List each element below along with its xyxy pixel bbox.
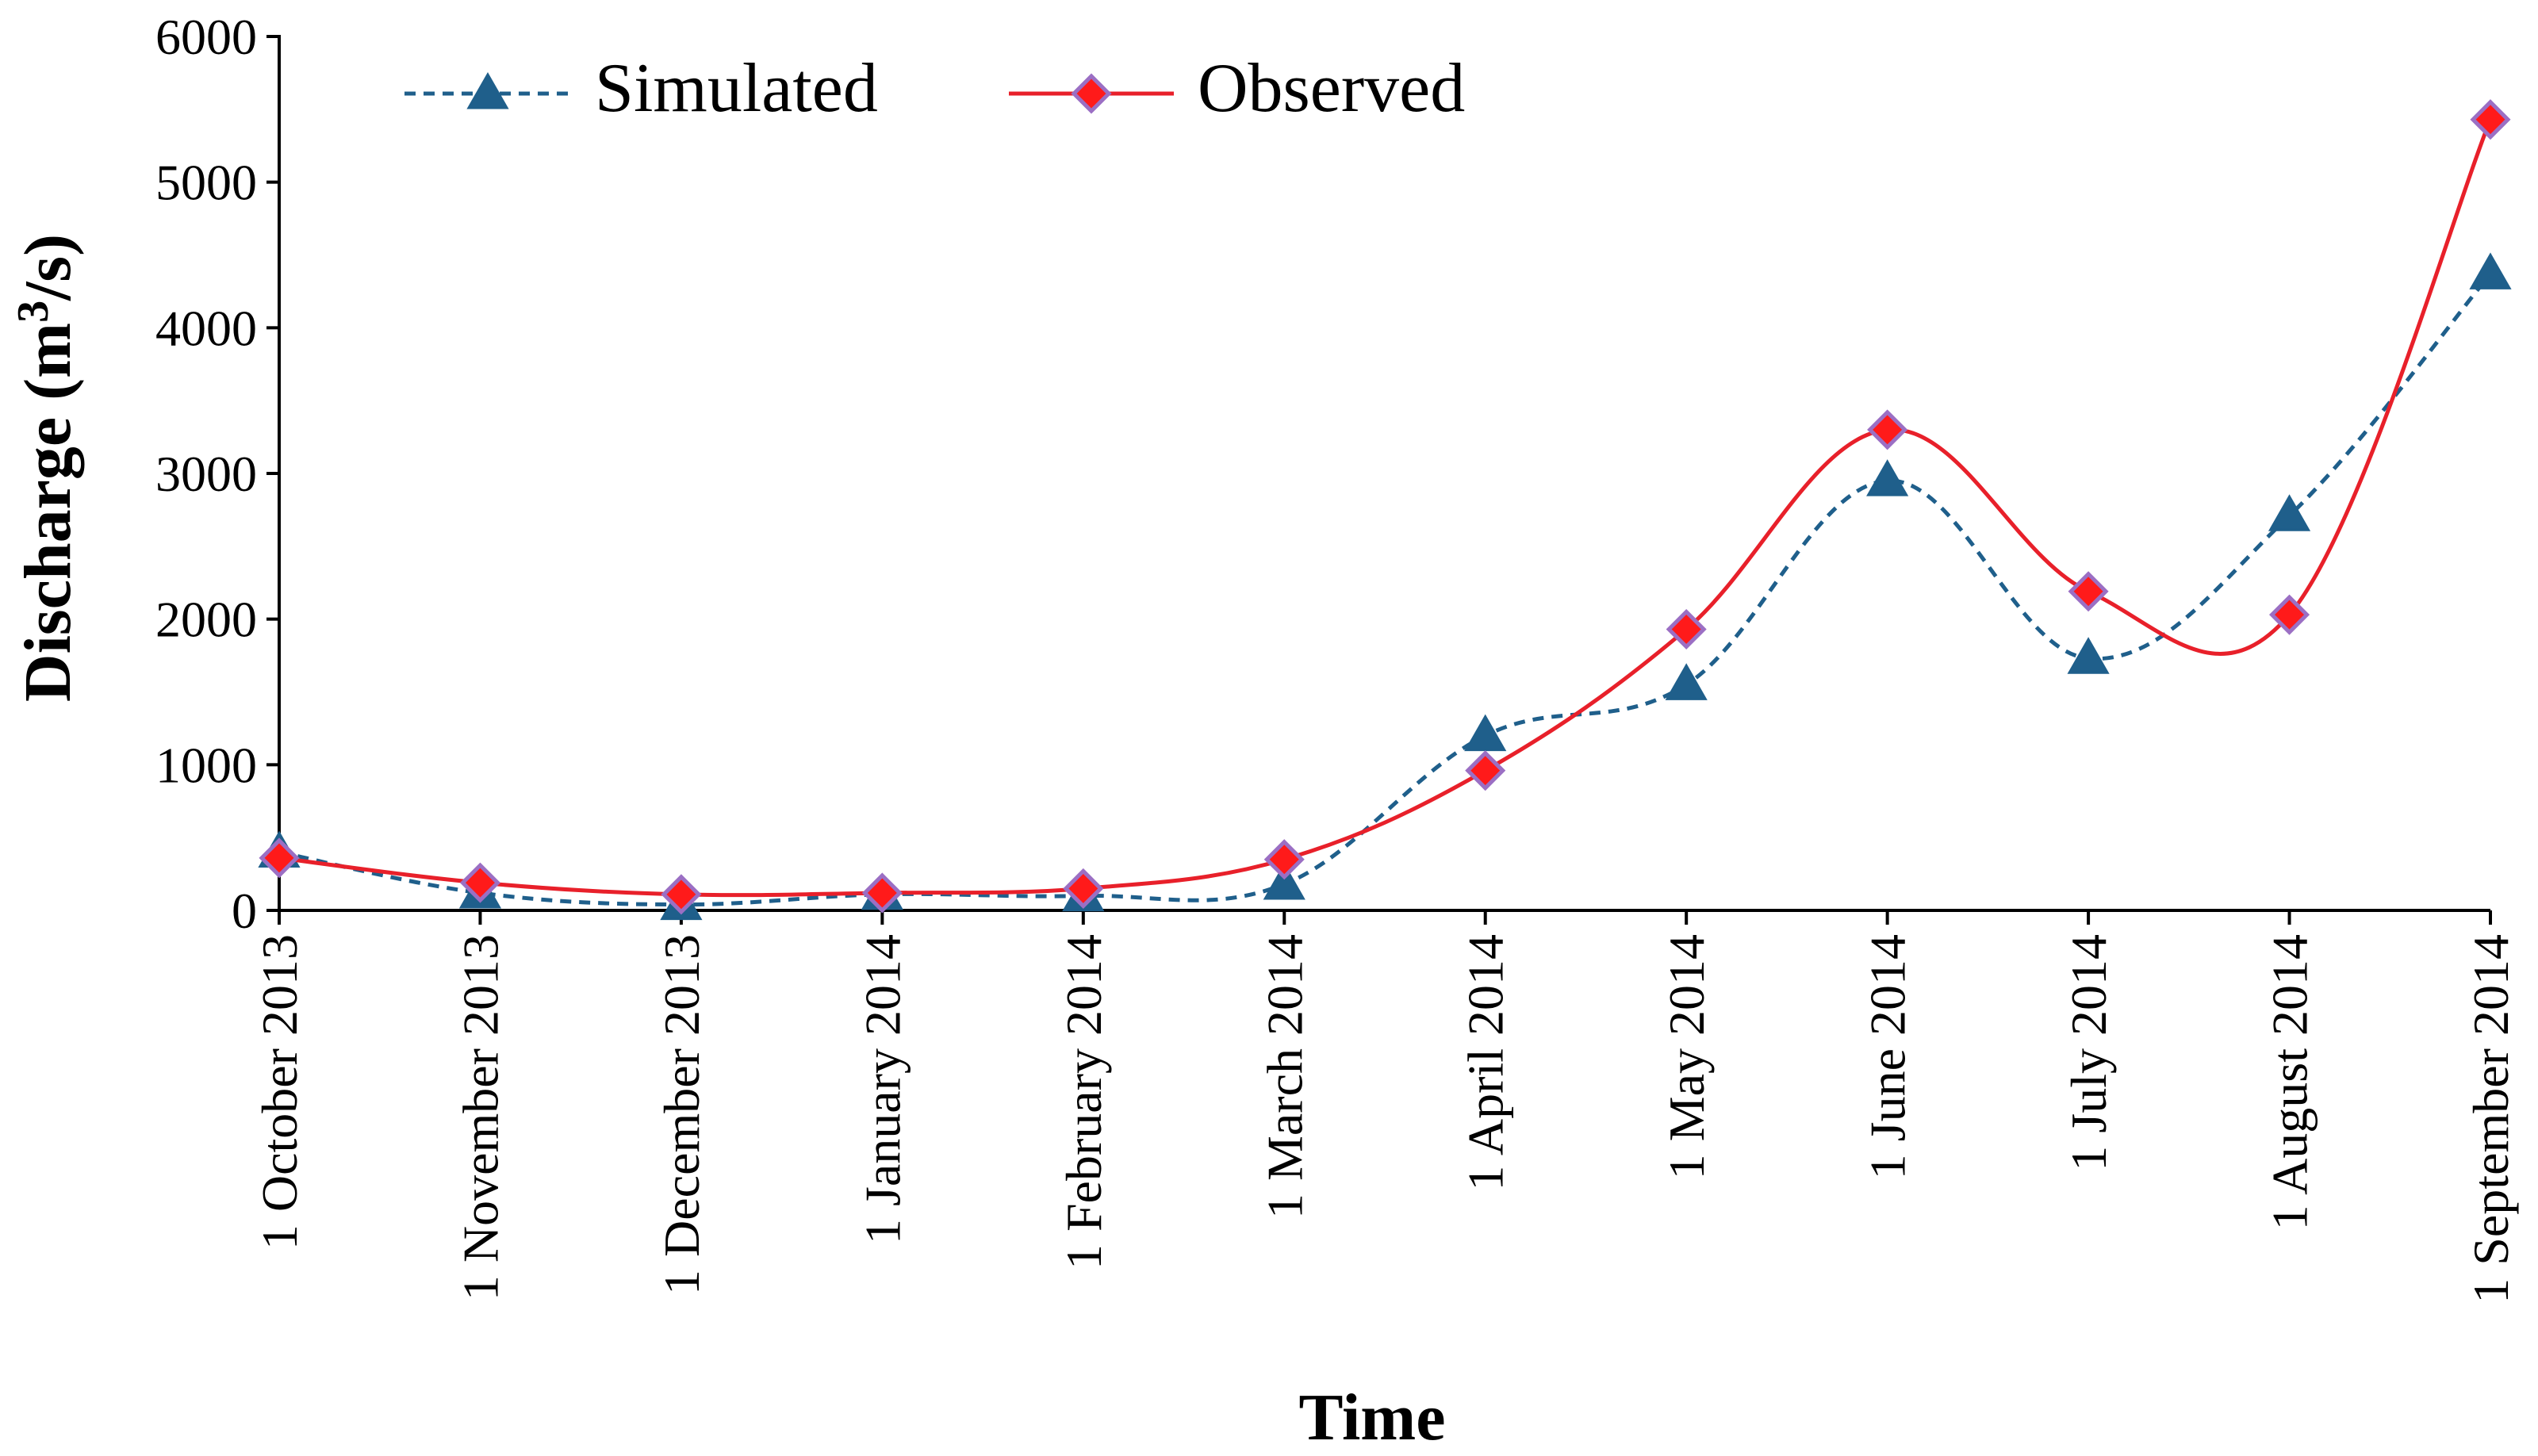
y-tick-label: 5000 bbox=[155, 155, 257, 211]
legend-item-observed: Observed bbox=[1009, 50, 1465, 127]
legend-marker-triangle bbox=[466, 71, 509, 109]
y-ticks: 0 1000 2000 3000 4000 5000 6000 bbox=[155, 9, 279, 939]
x-tick-label: 1 March 2014 bbox=[1256, 934, 1313, 1219]
data-point-observed bbox=[661, 874, 702, 915]
data-point-simulated bbox=[2268, 494, 2311, 531]
data-point-observed bbox=[1666, 608, 1707, 650]
x-tick-label: 1 December 2013 bbox=[654, 934, 710, 1295]
y-tick-label: 0 bbox=[232, 883, 257, 939]
y-tick-label: 1000 bbox=[155, 737, 257, 793]
series-observed bbox=[259, 99, 2511, 915]
legend: Simulated Observed bbox=[404, 50, 1465, 127]
y-axis-title: Discharge (m3/s) bbox=[9, 234, 85, 702]
legend-marker-diamond bbox=[1071, 73, 1112, 114]
data-point-observed bbox=[1263, 839, 1305, 880]
x-tick-label: 1 June 2014 bbox=[1860, 934, 1916, 1179]
x-tick-label: 1 May 2014 bbox=[1658, 934, 1715, 1179]
data-point-simulated bbox=[1263, 862, 1305, 900]
data-point-observed bbox=[2068, 571, 2109, 612]
x-axis-title: Time bbox=[1298, 1381, 1445, 1454]
y-axis-title-superscript: 3 bbox=[9, 301, 58, 323]
x-ticks: 1 October 2013 1 November 2013 1 December … bbox=[251, 910, 2519, 1304]
series-layer bbox=[258, 99, 2512, 921]
data-point-observed bbox=[2269, 594, 2310, 635]
series-line-observed bbox=[278, 118, 2493, 898]
data-point-observed bbox=[861, 872, 903, 914]
data-point-simulated bbox=[1866, 459, 1909, 496]
data-point-observed bbox=[1063, 868, 1104, 909]
data-point-simulated bbox=[1665, 663, 1708, 700]
x-tick-label: 1 September 2014 bbox=[2463, 934, 2519, 1304]
legend-label: Observed bbox=[1198, 50, 1465, 127]
y-tick-label: 3000 bbox=[155, 446, 257, 502]
series-line-simulated bbox=[278, 272, 2492, 907]
data-point-observed bbox=[459, 862, 500, 903]
x-tick-label: 1 January 2014 bbox=[854, 934, 911, 1244]
y-tick-label: 6000 bbox=[155, 9, 257, 65]
y-axis-title-suffix: /s) bbox=[11, 234, 85, 301]
data-point-observed bbox=[259, 837, 300, 879]
y-axis-title-prefix: Discharge (m bbox=[11, 323, 85, 702]
x-tick-label: 1 February 2014 bbox=[1056, 934, 1112, 1270]
y-tick-label: 2000 bbox=[155, 592, 257, 648]
data-point-simulated bbox=[2067, 637, 2110, 674]
axes bbox=[278, 35, 2490, 912]
x-tick-label: 1 July 2014 bbox=[2061, 934, 2117, 1171]
data-point-observed bbox=[1465, 750, 1506, 791]
data-point-simulated bbox=[1464, 714, 1507, 752]
data-point-observed bbox=[1867, 409, 1908, 450]
x-tick-label: 1 October 2013 bbox=[251, 934, 308, 1250]
legend-label: Simulated bbox=[595, 50, 878, 127]
data-point-observed bbox=[2470, 99, 2511, 140]
x-tick-label: 1 August 2014 bbox=[2262, 934, 2318, 1230]
legend-item-simulated: Simulated bbox=[404, 50, 878, 127]
y-tick-label: 4000 bbox=[155, 300, 257, 356]
x-tick-label: 1 April 2014 bbox=[1458, 934, 1514, 1191]
data-point-simulated bbox=[2469, 252, 2512, 289]
x-tick-label: 1 November 2013 bbox=[452, 934, 508, 1301]
series-simulated bbox=[258, 252, 2512, 921]
